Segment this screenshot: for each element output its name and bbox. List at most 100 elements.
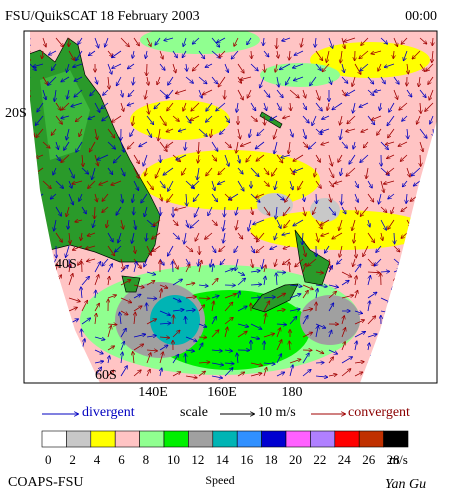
wind-arrow [303,206,305,216]
wind-arrow [367,76,374,84]
wind-arrow [432,349,437,355]
wind-arrow [81,301,87,312]
wind-arrow [172,232,179,239]
wind-arrow [146,180,153,190]
wind-arrow [368,343,369,351]
wind-arrow [133,76,134,85]
wind-arrow [354,232,355,243]
wind-arrow [380,219,386,230]
wind-arrow [340,50,342,63]
wind-arrow [106,219,108,228]
wind-arrow [127,103,135,105]
wind-arrow [237,353,238,364]
wind-arrow [42,141,50,148]
wind-arrow [28,38,30,48]
wind-arrow [290,102,291,111]
wind-arrow [315,349,324,353]
wind-arrow [163,167,174,175]
wind-arrow [289,128,293,137]
wind-arrow [250,284,261,285]
wind-arrow [276,89,283,98]
wind-arrow [211,219,217,225]
wind-arrow [419,128,427,138]
wind-arrow [107,245,115,256]
colorbar-tick: 28 [387,452,400,467]
wind-arrow [315,89,320,100]
wind-arrow [133,294,141,299]
wind-arrow [234,37,239,46]
wind-arrow [303,193,304,201]
convergent-label: convergent [348,405,410,420]
wind-arrow [67,63,70,72]
wind-arrow [263,180,269,186]
wind-arrow [342,63,344,73]
wind-arrow [172,115,179,121]
wind-arrow [116,206,122,215]
wind-arrow [294,50,304,55]
wind-arrow [328,292,336,299]
wind-arrow [206,115,213,122]
wind-arrow [220,128,226,134]
wind-arrow [168,180,174,191]
wind-arrow [48,76,57,85]
wind-arrow [56,339,58,351]
colorbar-tick: 16 [240,452,254,467]
wind-arrow [341,271,351,277]
wind-arrow [185,265,190,273]
wind-arrow [406,167,410,177]
colorbar-box [261,430,287,448]
wind-arrow [172,310,184,311]
wind-arrow [141,193,148,203]
wind-arrow [94,262,101,273]
wind-arrow [120,312,121,325]
wind-arrow [211,376,222,378]
wind-arrow [360,63,369,71]
wind-arrow [257,232,265,242]
wind-arrow [377,128,382,135]
wind-arrow [30,180,31,187]
wind-arrow [42,356,51,364]
wind-arrow [302,309,312,311]
wind-arrow [341,206,346,214]
wind-arrow [432,297,437,299]
wind-arrow [198,337,207,338]
wind-arrow [417,115,421,124]
wind-arrow [346,128,356,132]
wind-arrow [393,304,404,312]
wind-arrow [406,89,412,97]
wind-arrow [190,115,200,120]
wind-arrow [33,63,44,67]
wind-arrow [69,264,70,273]
wind-arrow [198,154,199,163]
wind-arrow [353,141,355,149]
wind-arrow [143,154,148,166]
wind-arrow [322,115,330,119]
wind-arrow [276,206,277,219]
wind-arrow [107,324,117,325]
wind-arrow [185,76,193,83]
wind-arrow [94,37,99,48]
wind-arrow [236,219,238,230]
wind-arrow [398,141,408,146]
wind-arrow [289,341,290,351]
wind-arrow [101,102,109,109]
wind-arrow [81,167,88,174]
wind-arrow [107,346,114,351]
scale-label: scale [180,405,208,420]
wind-arrow [412,258,421,262]
wind-arrow [132,193,134,202]
wind-arrow [341,167,343,175]
wind-arrow [212,301,214,312]
wind-arrow [313,206,317,214]
wind-arrow [401,206,408,211]
wind-arrow [114,154,122,163]
wind-arrow [192,180,200,188]
wind-arrow [159,63,165,70]
wind-arrow [321,219,330,225]
wind-arrow [159,180,165,188]
wind-arrow [401,232,408,238]
wind-arrow [133,370,141,377]
wind-arrow [145,89,147,99]
wind-arrow [175,206,187,210]
wind-arrow [275,180,277,190]
